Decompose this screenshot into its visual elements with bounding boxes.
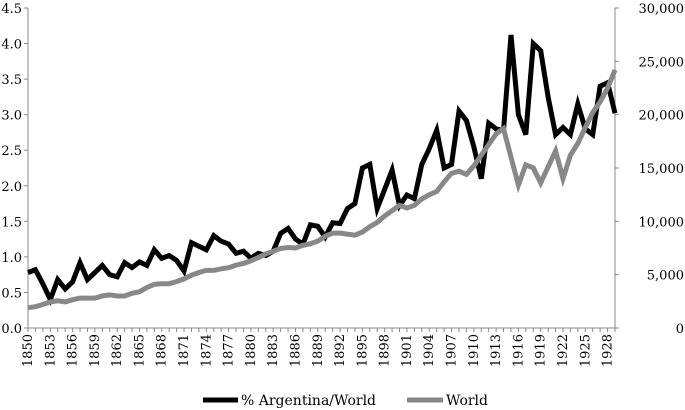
left-y-tick-label: 0.5 [1, 286, 22, 301]
x-tick-label: 1862 [110, 334, 125, 367]
right-y-tick-label: 5,000 [647, 269, 684, 284]
right-y-tick-label: 25,000 [639, 55, 685, 70]
left-y-tick-label: 4.5 [1, 2, 22, 17]
series-argentina-world-line [27, 34, 618, 307]
right-y-tick-label: 0 [676, 322, 684, 337]
x-tick-label: 1874 [199, 334, 214, 367]
left-y-tick-label: 2.0 [1, 180, 22, 195]
x-tick-label: 1856 [66, 334, 81, 367]
x-tick-label: 1859 [88, 334, 103, 367]
x-tick-label: 1880 [244, 334, 259, 367]
x-tick-label: 1916 [511, 334, 526, 367]
x-tick-label: 1913 [489, 334, 504, 367]
legend-label-argentina-world: % Argentina/World [241, 393, 376, 409]
axes: 0.0 0.5 1.0 1.5 2.0 2.5 3.0 3.5 4.0 4.5 0 5,000 10,0… [1, 2, 684, 367]
right-y-tick-label: 20,000 [639, 109, 685, 124]
right-y-tick-label: 15,000 [639, 162, 685, 177]
x-tick-label: 1883 [266, 334, 281, 367]
x-tick-label: 1898 [378, 334, 393, 367]
x-tick-label: 1892 [333, 334, 348, 367]
right-y-tick-label: 10,000 [639, 215, 685, 230]
series-world-line [27, 68, 618, 311]
x-tick-label: 1853 [43, 334, 58, 367]
x-tick-label: 1910 [467, 334, 482, 367]
x-tick-label: 1895 [355, 334, 370, 367]
x-tick-label: 1889 [311, 334, 326, 367]
x-tick-label: 1904 [422, 334, 437, 367]
left-y-tick-label: 1.5 [1, 215, 22, 230]
x-tick-label: 1868 [155, 334, 170, 367]
x-tick-label: 1865 [132, 334, 147, 367]
x-tick-label: 1871 [177, 334, 192, 367]
x-tick-label: 1877 [222, 334, 237, 367]
x-tick-label: 1922 [556, 334, 571, 367]
left-y-tick-label: 1.0 [1, 251, 22, 266]
legend-label-world: World [446, 393, 488, 409]
x-tick-label: 1928 [601, 334, 616, 367]
x-tick-label: 1919 [534, 334, 549, 367]
right-y-tick-label: 30,000 [639, 2, 685, 17]
x-tick-label: 1925 [578, 334, 593, 367]
legend: % Argentina/World World [203, 393, 488, 409]
x-tick-label: 1901 [400, 334, 415, 367]
x-tick-label: 1886 [288, 334, 303, 367]
left-y-tick-label: 4.0 [1, 38, 22, 53]
left-y-tick-label: 3.5 [1, 73, 22, 88]
x-tick-label: 1907 [445, 334, 460, 367]
left-y-tick-label: 2.5 [1, 144, 22, 159]
left-y-tick-label: 3.0 [1, 109, 22, 124]
x-tick-label: 1850 [21, 334, 36, 367]
series-lines [27, 34, 618, 311]
left-y-tick-label: 0.0 [1, 322, 22, 337]
